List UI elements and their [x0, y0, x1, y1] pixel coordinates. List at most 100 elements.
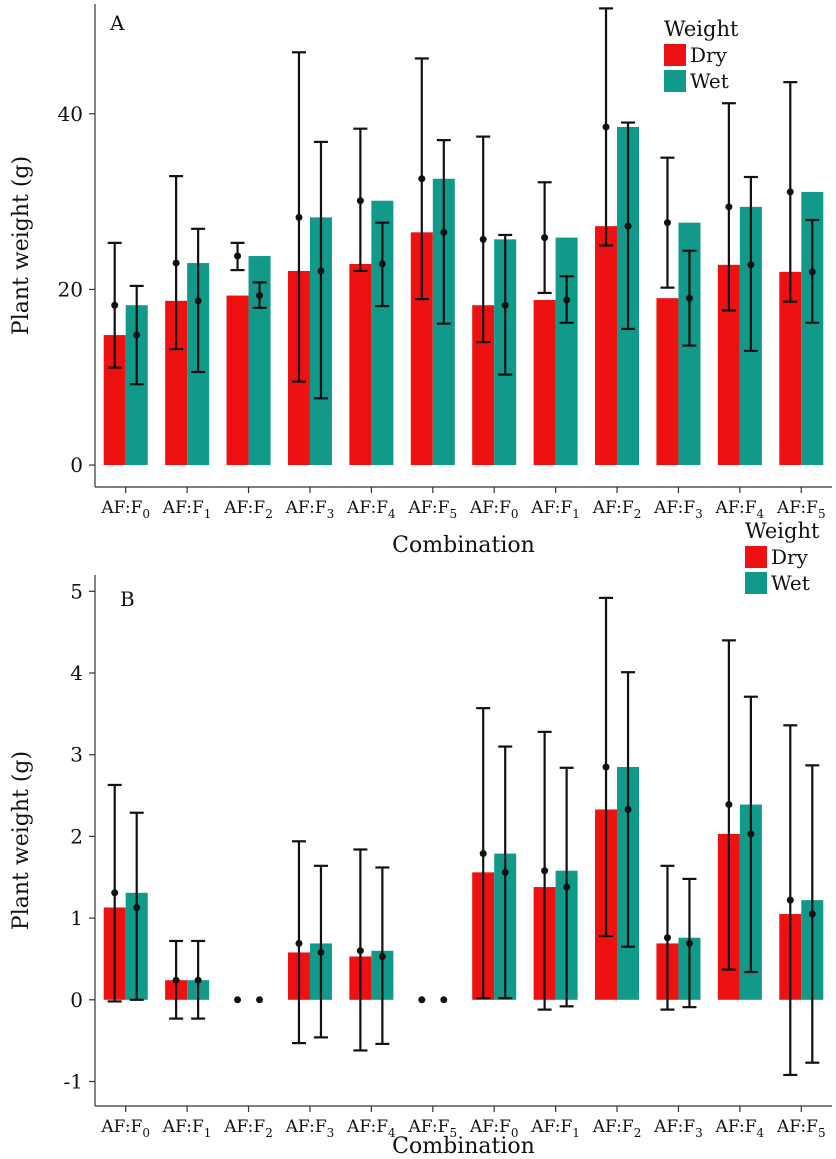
panel-label: A [109, 11, 125, 35]
x-tick-label: AF:F2 [223, 1117, 273, 1140]
mean-point [563, 883, 571, 891]
legend-swatch-dry [745, 546, 767, 568]
y-tick-label: 2 [70, 824, 83, 848]
mean-point [317, 267, 325, 275]
x-tick-label: AF:F0 [100, 1117, 150, 1140]
mean-point [725, 203, 733, 211]
legend-swatch-wet [745, 572, 767, 594]
mean-point [295, 213, 303, 221]
mean-point [194, 976, 202, 984]
bar-dry [349, 263, 372, 466]
x-tick-label: AF:F0 [469, 1117, 519, 1140]
bar-dry [226, 295, 249, 466]
y-tick-label: 0 [70, 453, 83, 477]
y-axis-title: Plant weight (g) [9, 156, 34, 335]
mean-point [663, 219, 671, 227]
x-tick-label: AF:F3 [285, 498, 335, 521]
bar-dry [595, 226, 618, 466]
mean-point [172, 976, 180, 984]
mean-point [501, 868, 509, 876]
bar-dry [656, 298, 679, 466]
mean-point [602, 763, 610, 771]
y-tick-label: 20 [58, 277, 83, 301]
mean-point [563, 296, 571, 304]
bar-dry [779, 271, 802, 466]
mean-point [172, 259, 180, 267]
x-tick-label: AF:F5 [776, 498, 826, 521]
chart-panel-a: 0 20 40 AF:F0 AF:F1 AF:F2 AF:F3 AF:F4 AF:F5 AF:F0… [9, 4, 832, 558]
x-axis-title: Combination [392, 533, 535, 558]
mean-point [663, 934, 671, 942]
bar-dry [533, 299, 556, 466]
y-tick-label: 40 [58, 102, 83, 126]
legend-title: Weight [745, 519, 820, 543]
legend-label-dry: Dry [690, 43, 728, 67]
mean-point [786, 896, 794, 904]
mean-point [541, 234, 549, 242]
mean-point [747, 261, 755, 269]
bar-wet [371, 200, 394, 466]
mean-point [440, 996, 448, 1004]
x-tick-label: AF:F1 [162, 1117, 212, 1140]
mean-point [234, 252, 242, 260]
y-tick-label: 5 [70, 579, 83, 603]
mean-point [624, 222, 632, 230]
bar-dry [410, 232, 433, 466]
x-tick-label: AF:F1 [530, 1117, 580, 1140]
legend-label-dry: Dry [771, 545, 809, 569]
mean-point [786, 188, 794, 196]
mean-point [501, 301, 509, 309]
panel-label: B [120, 587, 135, 611]
mean-point [194, 297, 202, 305]
mean-point [685, 939, 693, 947]
x-tick-label: AF:F5 [407, 498, 457, 521]
mean-point [624, 805, 632, 813]
mean-point [317, 948, 325, 956]
x-tick-label: AF:F4 [715, 498, 765, 521]
x-tick-label: AF:F5 [407, 1117, 457, 1140]
bar-wet [801, 191, 824, 466]
mean-point [111, 301, 119, 309]
mean-point [133, 903, 141, 911]
mean-point [356, 197, 364, 205]
mean-point [725, 801, 733, 809]
x-axis-title: Combination [392, 1134, 535, 1159]
mean-point [111, 889, 119, 897]
x-tick-label: AF:F0 [469, 498, 519, 521]
x-tick-label: AF:F1 [530, 498, 580, 521]
mean-point [479, 850, 487, 858]
mean-point [418, 175, 426, 183]
mean-point [808, 268, 816, 276]
mean-point [378, 260, 386, 268]
bar-wet [555, 237, 578, 466]
y-tick-label: 1 [70, 906, 83, 930]
x-tick-label: AF:F3 [653, 1117, 703, 1140]
y-tick-label: 0 [70, 988, 83, 1012]
x-tick-label: AF:F2 [223, 498, 273, 521]
mean-point [234, 996, 242, 1004]
mean-point [541, 867, 549, 875]
mean-point [256, 292, 264, 300]
mean-point [378, 953, 386, 961]
legend-label-wet: Wet [690, 69, 729, 93]
mean-point [602, 123, 610, 131]
bar-dry [165, 300, 188, 466]
x-tick-label: AF:F2 [592, 1117, 642, 1140]
x-tick-label: AF:F0 [100, 498, 150, 521]
y-tick-label: -1 [64, 1069, 83, 1093]
mean-point [479, 235, 487, 243]
mean-point [747, 830, 755, 838]
legend-swatch-dry [664, 44, 686, 66]
x-tick-label: AF:F4 [346, 498, 396, 521]
x-tick-label: AF:F3 [285, 1117, 335, 1140]
bar-dry [472, 305, 495, 466]
mean-point [808, 910, 816, 918]
y-tick-label: 3 [70, 743, 83, 767]
x-tick-label: AF:F4 [715, 1117, 765, 1140]
mean-point [256, 996, 264, 1004]
mean-point [356, 947, 364, 955]
x-tick-label: AF:F1 [162, 498, 212, 521]
